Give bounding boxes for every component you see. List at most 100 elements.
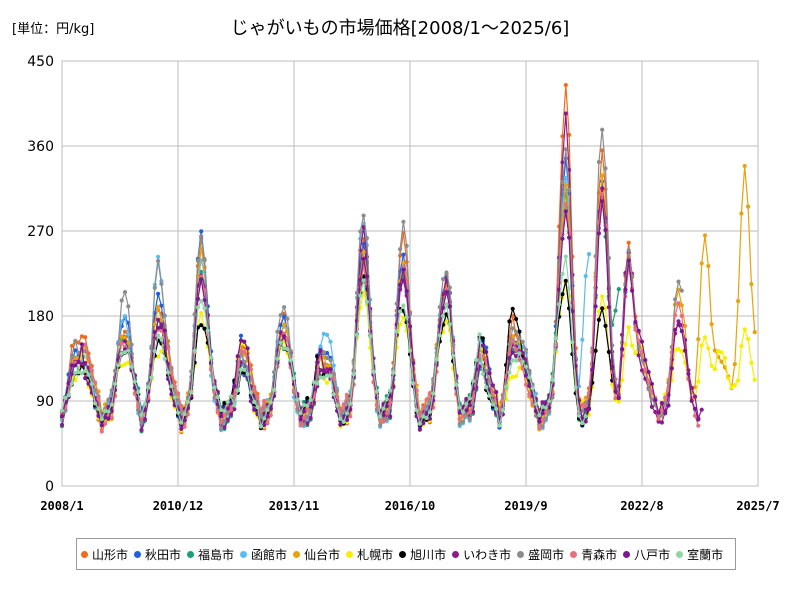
data-point [265,414,270,419]
data-point [444,270,449,275]
data-point [248,367,253,372]
data-point [398,322,403,327]
data-point [354,332,360,338]
data-point [457,421,462,426]
data-point [507,370,512,375]
data-point [132,379,137,384]
data-point [616,396,621,401]
data-point [659,420,665,425]
data-point [139,420,144,425]
data-point [709,322,714,327]
legend-item: 秋田市 [134,546,181,563]
data-point [623,342,628,347]
data-point [318,375,323,380]
data-point [129,364,134,369]
data-point [262,398,267,403]
data-point [616,287,621,292]
data-point [129,342,134,347]
data-point [152,322,157,327]
data-point [404,243,409,248]
data-point [142,402,147,407]
x-tick-label: 2019/9 [504,499,547,513]
legend-marker [240,551,248,558]
data-point [603,306,608,311]
data-point [199,229,204,234]
data-point [603,227,608,233]
data-point [596,231,602,236]
data-point [540,400,545,405]
data-point [563,209,568,214]
data-point [623,287,628,292]
data-point [437,305,442,310]
data-point [679,313,684,319]
data-point [282,314,287,319]
data-point [401,303,406,308]
data-point [722,356,728,361]
data-point [361,249,366,254]
data-point [520,350,525,356]
data-point [69,381,74,386]
data-point [364,274,369,279]
legend-item: いわき市 [452,546,511,563]
data-point [427,409,432,415]
data-point [146,385,151,390]
data-point [122,290,128,295]
legend-item: 福島市 [187,546,234,563]
data-point [288,348,293,353]
data-point [646,378,651,383]
data-point [252,388,257,393]
data-point [162,356,167,361]
unit-label: [単位：円/kg] [12,22,95,37]
data-point [305,396,310,401]
data-point [202,298,207,303]
data-point [391,370,396,375]
data-point [527,383,532,388]
y-tick-label: 180 [27,309,54,325]
data-point [103,415,108,420]
data-point [235,354,240,359]
data-point [514,358,519,363]
data-point [421,420,426,426]
data-point [639,368,645,373]
data-point [106,409,111,414]
data-point [378,414,383,419]
x-tick-label: 2016/10 [385,499,436,513]
data-point [537,425,542,430]
data-point [344,417,350,422]
data-point [126,348,131,353]
data-point [417,427,422,432]
data-point [606,349,612,355]
data-point [626,258,631,263]
data-point [709,363,714,368]
data-point [517,336,522,341]
chart-legend: 山形市 秋田市 福島市 函館市 仙台市 札幌市 旭川市 いわき市 盛岡市 青森市 八戸市 室蘭市 [76,538,736,570]
data-point [305,414,310,419]
data-point [739,343,744,349]
data-point [76,359,81,364]
data-point [523,347,529,352]
data-point [417,421,422,426]
data-point [603,323,608,328]
data-point [156,304,161,309]
data-point [649,397,655,402]
data-point [606,305,612,310]
data-point [116,341,121,347]
data-point [384,397,389,402]
data-point [126,360,131,365]
data-point [175,410,181,415]
legend-label: いわき市 [463,548,512,562]
data-point [83,335,88,340]
data-point [669,366,674,371]
data-point [258,424,263,429]
data-point [142,417,147,422]
data-point [341,402,346,407]
data-point [109,415,114,420]
legend-item: 八戸市 [623,546,670,563]
data-point [238,348,244,353]
data-point [199,234,204,239]
data-point [467,410,472,415]
data-point [338,416,343,421]
data-point [222,400,227,406]
data-point [122,362,128,367]
data-point [746,336,751,342]
